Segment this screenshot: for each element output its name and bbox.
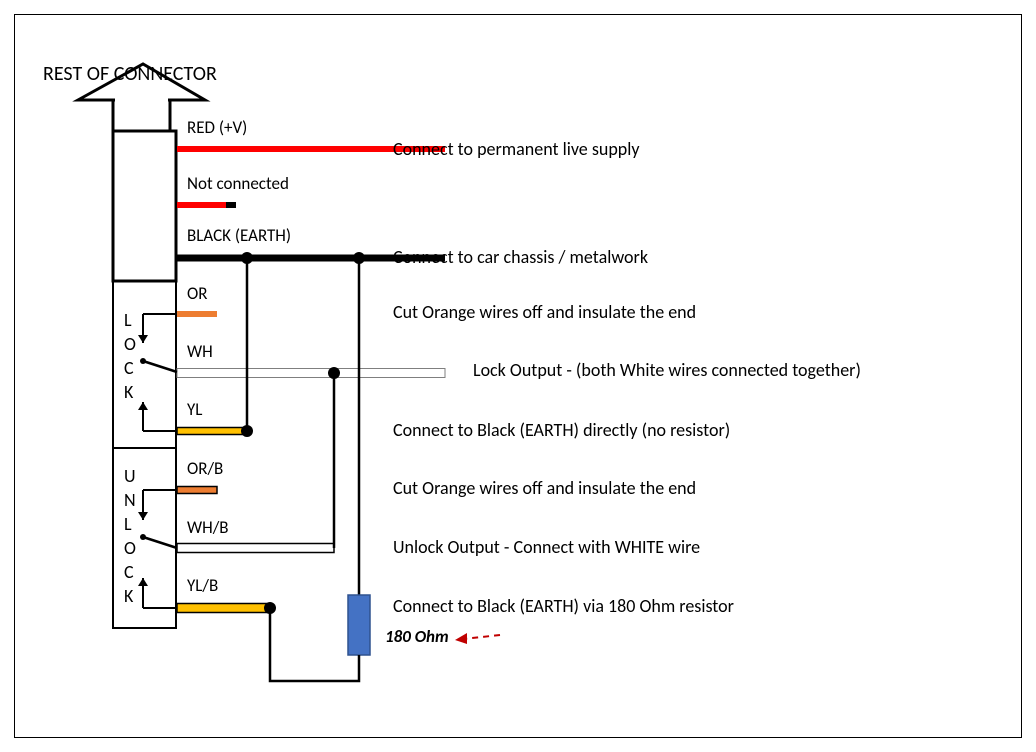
wire-label-black: BLACK (EARTH) xyxy=(187,225,291,246)
unlock-label: L xyxy=(124,513,132,535)
wire-desc-ylb: Connect to Black (EARTH) via 180 Ohm res… xyxy=(393,595,734,617)
wire-label-orb: OR/B xyxy=(187,458,223,479)
wire-orb xyxy=(177,487,217,494)
heading-rest-of-connector: REST OF CONNECTOR xyxy=(43,62,217,86)
resistor-label: 180 Ohm xyxy=(385,626,449,647)
wire-label-or: OR xyxy=(187,283,208,304)
unlock-label: C xyxy=(124,561,134,583)
wire-desc-black: Connect to car chassis / metalwork xyxy=(393,246,648,268)
wire-nc xyxy=(177,202,226,208)
unlock-label: K xyxy=(124,585,134,607)
wire-desc-or: Cut Orange wires off and insulate the en… xyxy=(393,301,696,323)
wire-yl xyxy=(177,428,247,435)
wire-label-ylb: YL/B xyxy=(187,575,218,596)
wire-ylb xyxy=(177,604,270,613)
wiring-diagram: REST OF CONNECTOR RED (+V) Connect to per… xyxy=(0,0,1036,752)
wire-desc-orb: Cut Orange wires off and insulate the en… xyxy=(393,477,696,499)
wire-wh xyxy=(177,369,445,378)
lock-box xyxy=(113,281,176,448)
wire-label-nc: Not connected xyxy=(187,173,289,194)
wire-label-red: RED (+V) xyxy=(187,117,247,138)
wire-desc-wh: Lock Output - (both White wires connecte… xyxy=(473,359,861,381)
connector-body xyxy=(113,131,176,281)
wire-whb xyxy=(177,544,334,553)
lock-label: K xyxy=(124,381,134,403)
wire-desc-red: Connect to permanent live supply xyxy=(393,138,640,160)
wire-desc-yl: Connect to Black (EARTH) directly (no re… xyxy=(393,419,730,441)
wire-label-whb: WH/B xyxy=(187,517,229,538)
unlock-label: O xyxy=(124,537,136,559)
wire-desc-whb: Unlock Output - Connect with WHITE wire xyxy=(393,536,700,558)
wire-label-wh: WH xyxy=(187,341,213,362)
lock-label: C xyxy=(124,357,134,379)
wire-or xyxy=(177,311,217,317)
lock-label: L xyxy=(124,309,132,331)
unlock-label: N xyxy=(124,489,136,511)
wire-label-yl: YL xyxy=(187,399,202,420)
lock-label: O xyxy=(124,333,136,355)
unlock-label: U xyxy=(124,465,136,487)
